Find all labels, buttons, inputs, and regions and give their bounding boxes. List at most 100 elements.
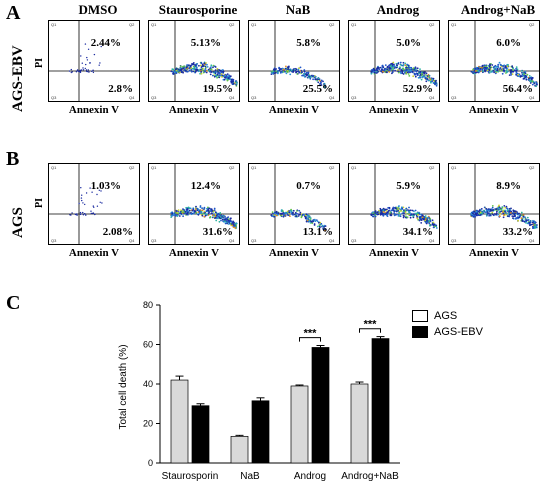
event-dot [395, 207, 397, 210]
event-dot [306, 217, 309, 220]
event-dot [385, 71, 388, 74]
event-dot [406, 212, 409, 215]
quadrant-label-q4: Q4 [129, 238, 135, 243]
event-dot [391, 209, 394, 211]
event-dot [528, 77, 530, 80]
event-dot [206, 70, 208, 72]
event-dot [175, 210, 178, 212]
event-dot [80, 187, 82, 189]
quadrant-label-q1: Q1 [351, 22, 357, 27]
event-dot [411, 213, 413, 215]
event-dot [92, 205, 94, 207]
event-dot [316, 220, 319, 223]
event-dot [422, 71, 425, 74]
event-dot [183, 211, 185, 213]
event-dot [188, 209, 191, 212]
event-dot [92, 212, 95, 214]
event-dot [289, 73, 292, 76]
event-dot [418, 217, 421, 219]
event-dot [226, 75, 229, 78]
quadrant-label-q2: Q2 [329, 165, 335, 170]
event-dot [275, 70, 278, 73]
event-dot [216, 214, 218, 217]
event-dot [81, 194, 83, 196]
event-dot [214, 71, 216, 73]
bar-ags-ebv-androg-nab [371, 338, 390, 464]
event-dot [308, 220, 311, 223]
event-dot [210, 210, 212, 213]
event-dot [98, 64, 100, 66]
event-dot [209, 216, 212, 218]
event-dot [297, 215, 300, 217]
quadrant-label-q2: Q2 [129, 22, 135, 27]
event-dot [290, 213, 293, 215]
event-dot [488, 65, 491, 68]
annexin-v-axis-label: Annexin V [268, 247, 320, 259]
event-dot [518, 216, 521, 219]
event-dot [416, 215, 418, 218]
event-dot [99, 62, 101, 64]
event-dot [431, 219, 434, 222]
event-dot [86, 59, 89, 61]
column-header-androg: Androg [376, 2, 420, 17]
event-dot [312, 78, 314, 81]
event-dot [475, 70, 477, 72]
facs-scatter [449, 164, 539, 244]
event-dot [414, 209, 417, 212]
event-dot [403, 70, 406, 73]
event-dot [484, 70, 486, 73]
event-dot [533, 223, 536, 226]
event-dot [490, 209, 493, 212]
event-dot [526, 73, 529, 76]
event-dot [420, 222, 423, 224]
event-dot [201, 65, 204, 68]
event-dot [177, 209, 180, 212]
event-dot [214, 74, 217, 76]
annexin-v-axis-label: Annexin V [368, 104, 420, 116]
event-dot [512, 217, 514, 219]
event-dot [428, 220, 431, 222]
event-dot [379, 212, 382, 215]
event-dot [406, 216, 409, 219]
event-dot [381, 68, 383, 71]
event-dot [279, 72, 282, 74]
event-dot [96, 205, 99, 207]
lower-right-percentage: 56.4% [502, 83, 533, 95]
event-dot [201, 207, 203, 210]
facs-scatter [349, 164, 439, 244]
event-dot [179, 65, 182, 68]
event-dot [501, 207, 504, 209]
event-dot [223, 75, 225, 77]
event-dot [84, 67, 86, 70]
event-dot [204, 212, 207, 215]
event-dot [221, 69, 224, 71]
event-dot [416, 212, 419, 214]
event-dot [274, 71, 277, 74]
event-dot [413, 73, 416, 75]
event-dot [303, 70, 306, 73]
event-dot [398, 211, 400, 214]
event-dot [310, 76, 313, 78]
event-dot [488, 208, 491, 211]
significance-bracket [359, 328, 381, 333]
event-dot [190, 70, 193, 73]
event-dot [512, 209, 515, 212]
event-dot [212, 66, 214, 69]
event-dot [515, 67, 517, 70]
quadrant-label-q1: Q1 [351, 165, 357, 170]
event-dot [203, 206, 206, 209]
event-dot [472, 68, 474, 71]
event-dot [182, 71, 184, 74]
facs-plot-ags-androg: Q1 Q2 Q3 Q4 5.9% 34.1% [348, 163, 440, 245]
event-dot [510, 212, 512, 214]
event-dot [70, 68, 72, 71]
quadrant-label-q3: Q3 [151, 238, 157, 243]
lower-right-percentage: 13.1% [302, 226, 333, 238]
event-dot [416, 67, 419, 70]
event-dot [403, 209, 405, 211]
event-dot [79, 211, 82, 214]
event-dot [408, 71, 411, 73]
event-dot [509, 213, 511, 216]
event-dot [236, 83, 238, 85]
event-dot [373, 71, 376, 74]
